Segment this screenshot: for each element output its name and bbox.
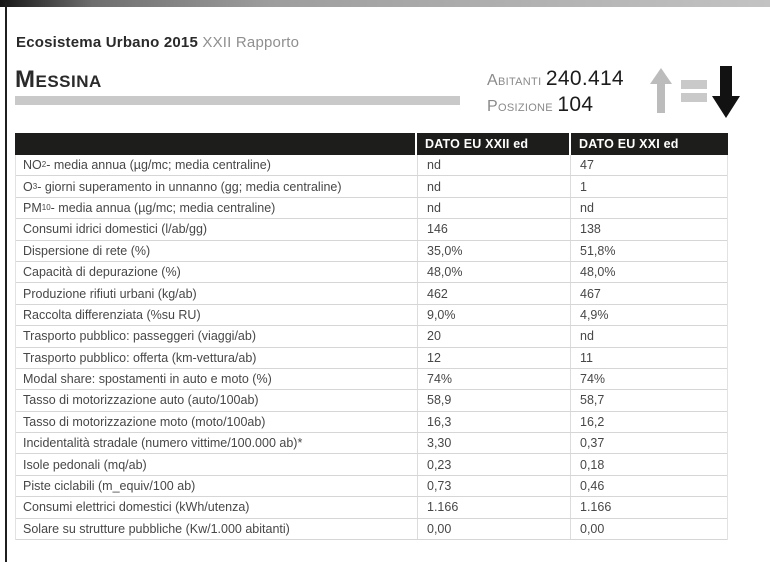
- row-value-eu-xxi: 1: [570, 176, 727, 197]
- city-stats: Abitanti 240.414 Posizione 104: [487, 67, 624, 119]
- row-value-eu-xxi: 4,9%: [570, 304, 727, 326]
- table-row: Isole pedonali (mq/ab) 0,23 0,18: [16, 454, 727, 476]
- row-label: Raccolta differenziata (%su RU): [23, 307, 201, 322]
- posizione-value: 104: [557, 93, 594, 116]
- row-value-eu-xxii: 0,00: [417, 518, 570, 540]
- row-value-eu-xxi: 467: [570, 283, 727, 304]
- trend-up-icon: [650, 68, 672, 113]
- table-row: Produzione rifiuti urbani (kg/ab) 462 46…: [16, 283, 727, 305]
- posizione-label: Posizione: [487, 98, 553, 115]
- row-label: Piste ciclabili (m_equiv/100 ab): [23, 479, 196, 494]
- row-value-eu-xxi: 11: [570, 347, 727, 368]
- row-value-eu-xxi: 0,46: [570, 475, 727, 497]
- row-value-eu-xxi: 47: [570, 155, 727, 176]
- table-row: Raccolta differenziata (%su RU) 9,0% 4,9…: [16, 304, 727, 327]
- row-label: Isole pedonali (mq/ab): [23, 457, 147, 472]
- table-row: Capacità di depurazione (%) 48,0% 48,0%: [16, 261, 727, 284]
- table-row: Incidentalità stradale (numero vittime/1…: [16, 433, 727, 455]
- window-top-edge: [0, 0, 770, 7]
- row-value-eu-xxii: 1.166: [417, 497, 570, 518]
- table-header-row: DATO EU XXII ed DATO EU XXI ed: [15, 133, 728, 155]
- trend-down-icon: [712, 66, 740, 118]
- row-value-eu-xxi: 51,8%: [570, 240, 727, 261]
- table-body: NO 2 - media annua (µg/mc; media centrali…: [15, 155, 728, 541]
- abitanti-row: Abitanti 240.414: [487, 67, 624, 93]
- row-label: Incidentalità stradale (numero vittime/1…: [23, 436, 303, 451]
- table-row: Consumi idrici domestici (l/ab/gg) 146 1…: [16, 219, 727, 241]
- table-row: Solare su strutture pubbliche (Kw/1.000 …: [16, 518, 727, 541]
- window-left-edge: [5, 2, 7, 562]
- table-row: Tasso di motorizzazione auto (auto/100ab…: [16, 390, 727, 412]
- row-value-eu-xxii: 16,3: [417, 411, 570, 433]
- row-value-eu-xxii: 3,30: [417, 433, 570, 454]
- row-value-eu-xxii: 9,0%: [417, 304, 570, 326]
- row-label: Solare su strutture pubbliche (Kw/1.000 …: [23, 521, 290, 536]
- row-value-eu-xxii: 74%: [417, 368, 570, 390]
- row-value-eu-xxii: 462: [417, 283, 570, 304]
- trend-arrows: [650, 66, 740, 118]
- row-value-eu-xxii: 20: [417, 326, 570, 347]
- table-header-eu-xxi: DATO EU XXI ed: [571, 133, 728, 155]
- table-header-eu-xxii: DATO EU XXII ed: [417, 133, 569, 155]
- row-label: Tasso di motorizzazione auto (auto/100ab…: [23, 393, 259, 408]
- row-value-eu-xxi: nd: [570, 197, 727, 219]
- table-row: Tasso di motorizzazione moto (moto/100ab…: [16, 411, 727, 434]
- report-title-sub: XXII Rapporto: [202, 34, 300, 51]
- row-value-eu-xxi: 0,37: [570, 433, 727, 454]
- row-value-eu-xxii: nd: [417, 176, 570, 197]
- table-row: Trasporto pubblico: passeggeri (viaggi/a…: [16, 326, 727, 348]
- abitanti-value: 240.414: [545, 67, 624, 90]
- table-row: Dispersione di rete (%) 35,0% 51,8%: [16, 240, 727, 262]
- row-value-eu-xxi: 48,0%: [570, 261, 727, 283]
- row-value-eu-xxi: nd: [570, 326, 727, 347]
- row-value-eu-xxi: 74%: [570, 368, 727, 390]
- row-value-eu-xxii: 58,9: [417, 390, 570, 411]
- row-value-eu-xxi: 58,7: [570, 390, 727, 411]
- row-label: PM 10 - media annua (µg/mc; media central…: [23, 200, 276, 215]
- row-label: Capacità di depurazione (%): [23, 265, 181, 280]
- table-row: Consumi elettrici domestici (kWh/utenza)…: [16, 497, 727, 519]
- trend-equal-icon: [681, 80, 707, 102]
- row-label: Modal share: spostamenti in auto e moto …: [23, 372, 272, 387]
- row-value-eu-xxii: 48,0%: [417, 261, 570, 283]
- table-row: NO 2 - media annua (µg/mc; media centrali…: [16, 155, 727, 177]
- row-value-eu-xxii: 35,0%: [417, 240, 570, 261]
- row-label: Dispersione di rete (%): [23, 243, 151, 258]
- row-label: NO 2 - media annua (µg/mc; media centrali…: [23, 158, 271, 173]
- row-label: Trasporto pubblico: passeggeri (viaggi/a…: [23, 329, 256, 344]
- row-value-eu-xxii: nd: [417, 197, 570, 219]
- abitanti-label: Abitanti: [487, 72, 542, 89]
- row-value-eu-xxi: 16,2: [570, 411, 727, 433]
- row-value-eu-xxi: 138: [570, 219, 727, 240]
- table-row: PM 10 - media annua (µg/mc; media central…: [16, 197, 727, 220]
- report-title-main: Ecosistema Urbano 2015: [16, 34, 198, 51]
- table-header-label-col: [15, 133, 415, 155]
- row-value-eu-xxii: 0,23: [417, 454, 570, 475]
- row-value-eu-xxii: 146: [417, 219, 570, 240]
- row-label: Consumi idrici domestici (l/ab/gg): [23, 222, 208, 237]
- row-label: Consumi elettrici domestici (kWh/utenza): [23, 500, 250, 515]
- row-value-eu-xxii: 12: [417, 347, 570, 368]
- posizione-row: Posizione 104: [487, 93, 624, 119]
- row-value-eu-xxi: 0,00: [570, 518, 727, 540]
- city-underline-bar: [15, 96, 460, 105]
- table-row: Modal share: spostamenti in auto e moto …: [16, 368, 727, 391]
- row-value-eu-xxii: nd: [417, 155, 570, 176]
- row-label: Tasso di motorizzazione moto (moto/100ab…: [23, 414, 266, 429]
- row-label: Produzione rifiuti urbani (kg/ab): [23, 286, 197, 301]
- table-row: Trasporto pubblico: offerta (km-vettura/…: [16, 347, 727, 369]
- row-label: Trasporto pubblico: offerta (km-vettura/…: [23, 350, 257, 365]
- row-value-eu-xxii: 0,73: [417, 475, 570, 497]
- row-value-eu-xxi: 0,18: [570, 454, 727, 475]
- city-name: Messina: [15, 66, 102, 93]
- report-title: Ecosistema Urbano 2015 XXII Rapporto: [16, 34, 299, 51]
- table-row: Piste ciclabili (m_equiv/100 ab) 0,73 0,…: [16, 475, 727, 498]
- indicators-table: DATO EU XXII ed DATO EU XXI ed NO 2 - med…: [15, 133, 728, 541]
- row-value-eu-xxi: 1.166: [570, 497, 727, 518]
